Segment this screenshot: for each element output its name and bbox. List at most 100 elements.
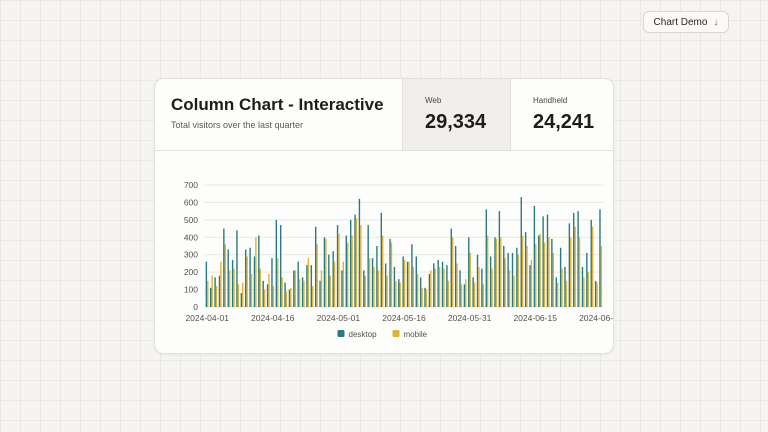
bar-mobile (316, 244, 318, 307)
bar-mobile (386, 275, 388, 307)
bar-mobile (364, 275, 366, 307)
bar-desktop (258, 235, 260, 307)
bar-mobile (430, 270, 432, 307)
bar-mobile (250, 273, 253, 307)
bar-mobile (535, 244, 537, 307)
bar-desktop (555, 277, 557, 307)
bar-desktop (437, 259, 439, 307)
bar-mobile (438, 266, 441, 307)
bar-mobile (403, 259, 406, 307)
bar-desktop (559, 247, 562, 307)
bar-mobile (290, 287, 292, 307)
bar-desktop (411, 244, 413, 307)
bar-mobile (277, 258, 279, 307)
bar-desktop (210, 287, 212, 307)
bar-desktop (468, 237, 470, 307)
bar-desktop (511, 252, 514, 307)
bar-mobile (500, 237, 502, 307)
bar-mobile (215, 286, 218, 307)
bar-desktop (433, 263, 435, 307)
bar-mobile (285, 291, 288, 307)
chart-demo-button[interactable]: Chart Demo ↓ (643, 11, 729, 33)
bar-desktop (205, 261, 208, 307)
bar-mobile (220, 261, 222, 307)
bar-desktop (542, 216, 544, 307)
bar-mobile (570, 237, 572, 307)
bar-mobile (526, 246, 528, 307)
y-tick-label: 400 (184, 232, 198, 242)
bar-desktop (393, 266, 396, 307)
bar-desktop (354, 214, 356, 307)
bar-desktop (424, 287, 426, 307)
bar-desktop (546, 214, 549, 307)
bar-desktop (284, 282, 286, 307)
bar-desktop (503, 246, 505, 307)
bar-desktop (240, 293, 243, 307)
y-tick-label: 100 (184, 285, 198, 295)
bar-mobile (530, 259, 533, 307)
bar-desktop (288, 289, 291, 307)
bar-mobile (583, 277, 585, 307)
bar-mobile (565, 280, 568, 307)
bar-desktop (590, 219, 592, 307)
bar-desktop (371, 258, 374, 307)
bar-mobile (421, 287, 423, 307)
bar-mobile (521, 235, 524, 307)
bar-mobile (255, 237, 257, 307)
bar-desktop (481, 268, 483, 307)
metric-handheld-label: Handheld (533, 96, 568, 105)
bar-mobile (207, 280, 209, 307)
bar-mobile (552, 252, 554, 307)
x-tick-label: 2024-06-30 (579, 313, 614, 323)
chart-demo-label: Chart Demo (653, 16, 708, 28)
card-subtitle: Total visitors over the last quarter (171, 120, 304, 130)
column-chart: 0 100 200 300 400 500 600 700 2024-04-01 2024-04-… (184, 180, 614, 339)
bar-desktop (533, 205, 536, 307)
bar-desktop (266, 284, 269, 307)
bar-mobile (298, 279, 301, 307)
metric-web-button[interactable]: Web 29,334 (402, 79, 510, 150)
bar-mobile (377, 270, 380, 307)
bar-mobile (517, 254, 519, 307)
bar-desktop (581, 266, 584, 307)
bar-mobile (347, 242, 349, 307)
bar-mobile (395, 280, 397, 307)
bar-desktop (341, 270, 343, 307)
bar-desktop (415, 256, 417, 307)
bar-desktop (301, 277, 304, 307)
bar-mobile (382, 235, 384, 307)
bar-desktop (223, 228, 225, 307)
bar-mobile (246, 256, 248, 307)
legend-label-mobile: mobile (404, 330, 428, 339)
bar-desktop (315, 226, 317, 307)
bar-desktop (463, 284, 466, 307)
bar-desktop (586, 252, 588, 307)
bar-desktop (376, 246, 378, 307)
y-tick-label: 200 (184, 267, 198, 277)
bar-mobile (473, 282, 476, 307)
bar-mobile (574, 226, 576, 307)
bar-desktop (459, 270, 461, 307)
bar-desktop (446, 265, 448, 307)
x-tick-label: 2024-05-01 (317, 313, 361, 323)
chart-card: Column Chart - Interactive Total visitor… (154, 78, 614, 354)
bar-mobile (495, 239, 498, 307)
bar-desktop (402, 256, 404, 307)
card-title: Column Chart - Interactive (171, 95, 384, 114)
bar-desktop (498, 211, 501, 307)
card-header: Column Chart - Interactive Total visitor… (155, 79, 613, 151)
bar-mobile (456, 263, 458, 307)
bar-mobile (587, 272, 589, 307)
bar-mobile (320, 270, 323, 307)
bar-desktop (472, 277, 474, 307)
bar-desktop (524, 232, 527, 307)
bar-desktop (380, 212, 382, 307)
bar-mobile (237, 284, 240, 307)
bar-mobile (486, 235, 489, 307)
metric-handheld-value: 24,241 (533, 111, 595, 133)
bar-desktop (389, 239, 391, 307)
bar-mobile (591, 226, 594, 307)
bar-desktop (271, 258, 273, 307)
y-tick-label: 600 (184, 197, 198, 207)
metric-handheld-button[interactable]: Handheld 24,241 (510, 79, 613, 150)
